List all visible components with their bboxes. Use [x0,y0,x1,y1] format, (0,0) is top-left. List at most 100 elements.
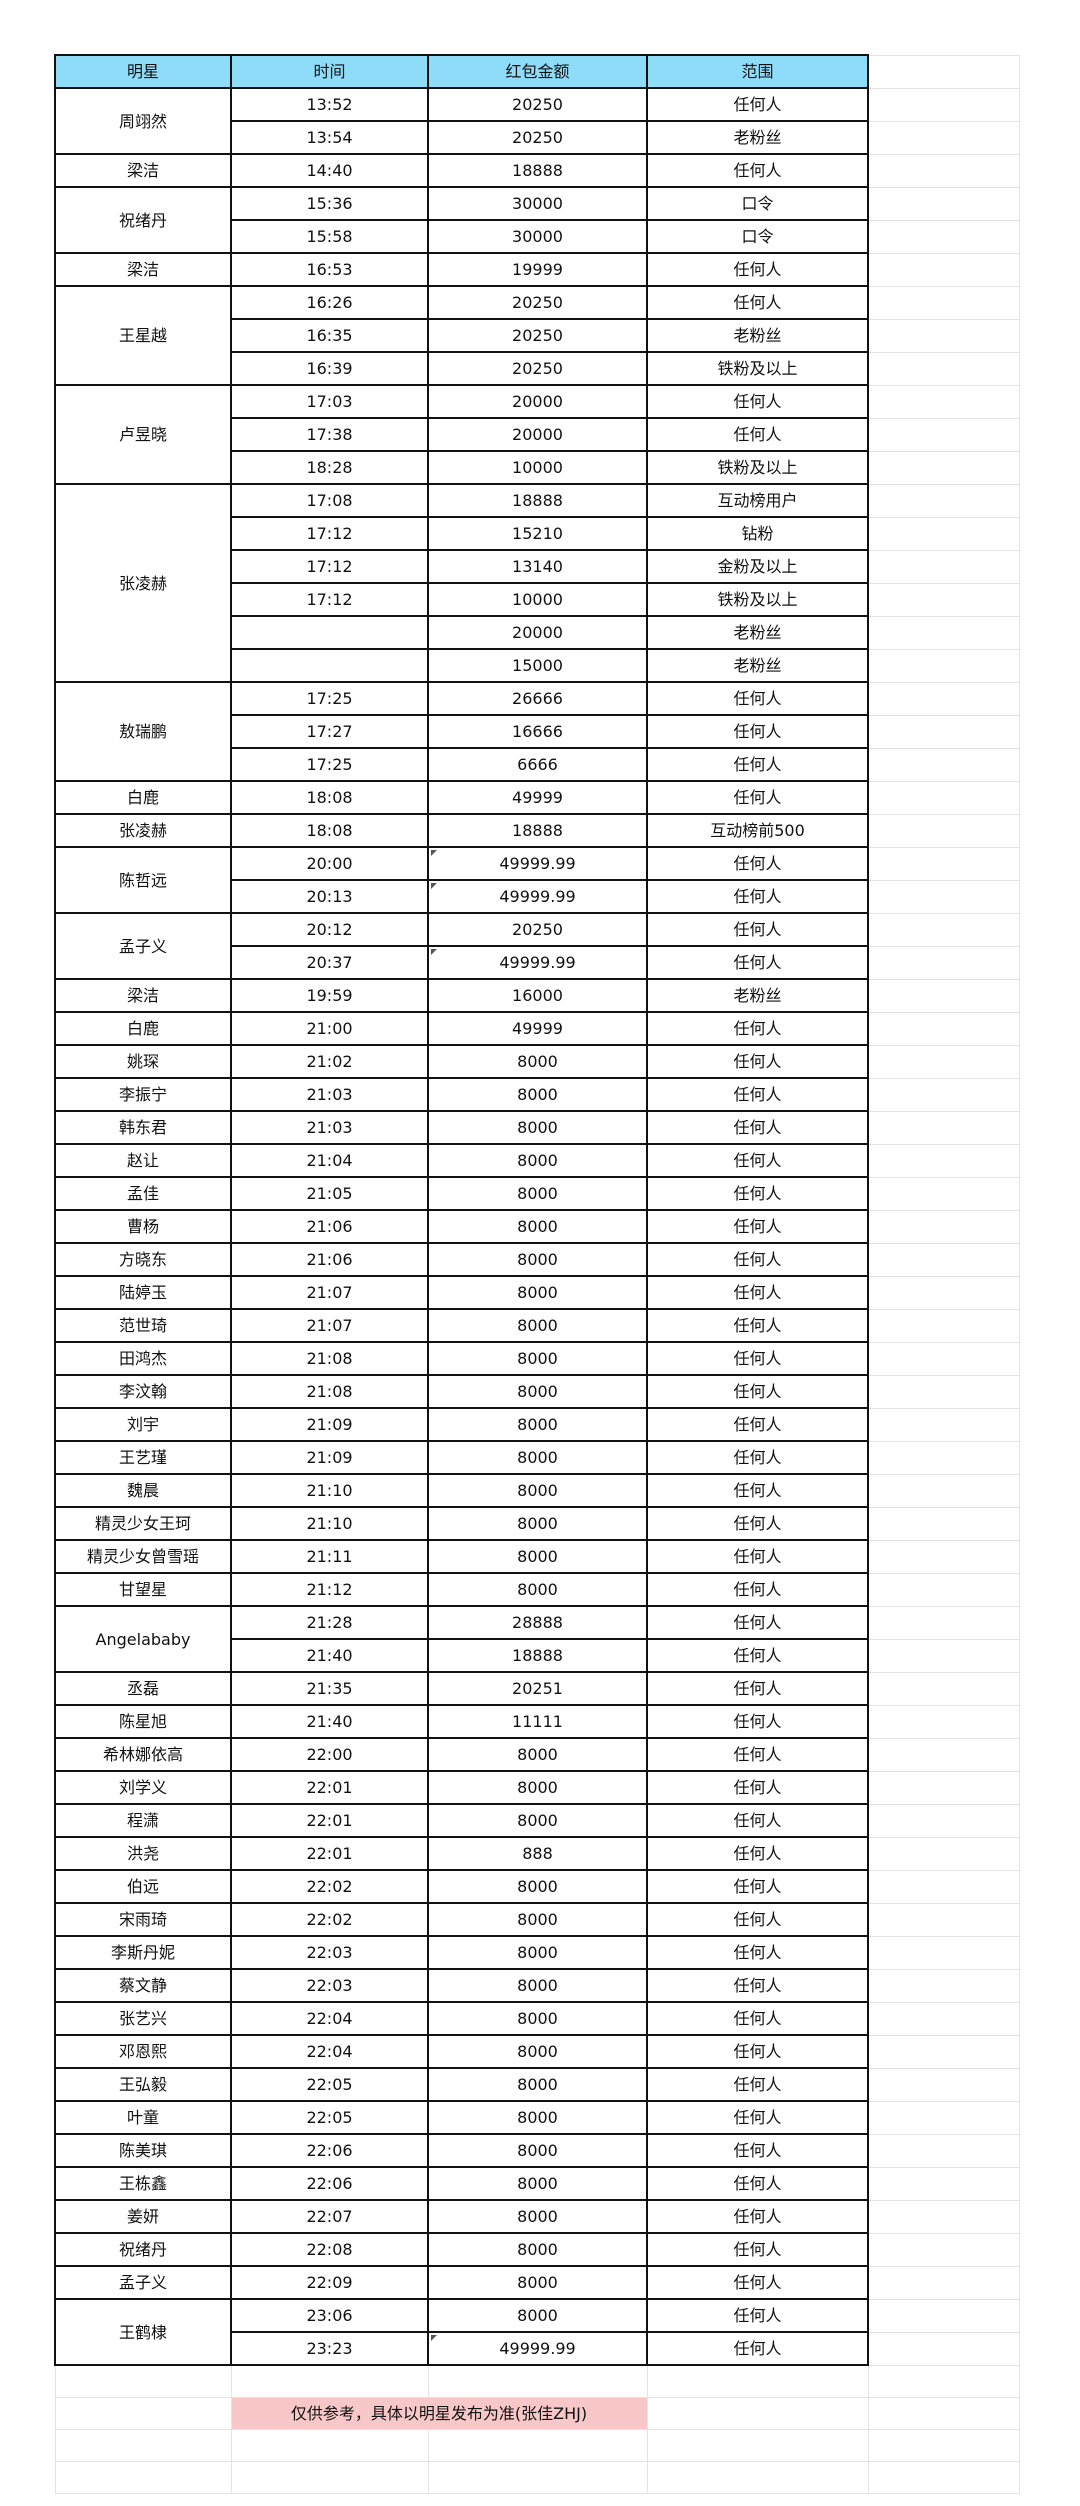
scope-cell[interactable]: 任何人 [646,2001,869,2036]
empty-cell[interactable] [867,219,1020,254]
amount-cell[interactable]: 8000 [427,1869,648,1904]
time-cell[interactable]: 22:03 [230,1935,429,1970]
star-name-cell[interactable]: 王栋鑫 [54,2166,232,2201]
star-name-cell[interactable]: 孟子义 [54,2265,232,2300]
empty-cell[interactable] [867,450,1020,485]
scope-cell[interactable]: 任何人 [646,2298,869,2333]
scope-cell[interactable]: 互动榜用户 [646,483,869,518]
scope-cell[interactable]: 任何人 [646,1407,869,1442]
empty-cell[interactable] [867,582,1020,617]
amount-cell[interactable]: 8000 [427,1506,648,1541]
star-name-cell[interactable]: 周翊然 [54,87,232,155]
empty-cell[interactable] [867,1737,1020,1772]
empty-cell[interactable] [867,879,1020,914]
empty-cell[interactable] [867,1539,1020,1574]
empty-cell[interactable] [867,2298,1020,2333]
empty-cell[interactable] [867,1836,1020,1871]
amount-cell[interactable]: 18888 [427,813,648,848]
time-cell[interactable]: 23:06 [230,2298,429,2333]
time-cell[interactable]: 20:00 [230,846,429,881]
empty-cell[interactable] [867,780,1020,815]
scope-cell[interactable]: 任何人 [646,1671,869,1706]
star-name-cell[interactable]: 陈哲远 [54,846,232,914]
star-name-cell[interactable]: 白鹿 [54,1011,232,1046]
amount-cell[interactable]: 8000 [427,2166,648,2201]
amount-cell[interactable]: 18888 [427,153,648,188]
empty-cell[interactable] [867,1242,1020,1277]
star-name-cell[interactable]: 梁洁 [54,153,232,188]
empty-cell[interactable] [867,714,1020,749]
scope-cell[interactable]: 任何人 [646,2067,869,2102]
time-cell[interactable]: 23:23 [230,2331,429,2366]
star-name-cell[interactable]: 伯远 [54,1869,232,1904]
time-cell[interactable]: 14:40 [230,153,429,188]
time-cell[interactable]: 21:03 [230,1077,429,1112]
star-name-cell[interactable]: 程潇 [54,1803,232,1838]
amount-cell[interactable]: 20250 [427,351,648,386]
star-name-cell[interactable]: 范世琦 [54,1308,232,1343]
star-name-cell[interactable]: 张凌赫 [54,483,232,683]
empty-cell[interactable] [867,153,1020,188]
empty-cell[interactable] [867,2461,1020,2494]
amount-cell[interactable]: 888 [427,1836,648,1871]
amount-cell[interactable]: 8000 [427,2199,648,2234]
scope-cell[interactable]: 任何人 [646,153,869,188]
scope-cell[interactable]: 老粉丝 [646,978,869,1013]
empty-cell[interactable] [867,1440,1020,1475]
star-name-cell[interactable]: 陈美琪 [54,2133,232,2168]
empty-cell[interactable] [867,1374,1020,1409]
time-cell[interactable]: 13:54 [230,120,429,155]
time-cell[interactable]: 22:04 [230,2001,429,2036]
star-name-cell[interactable]: 蔡文静 [54,1968,232,2003]
amount-cell[interactable]: 8000 [427,1242,648,1277]
scope-cell[interactable]: 任何人 [646,1737,869,1772]
amount-cell[interactable]: 8000 [427,2001,648,2036]
time-cell[interactable]: 22:01 [230,1836,429,1871]
time-cell[interactable]: 22:08 [230,2232,429,2267]
amount-cell[interactable]: 26666 [427,681,648,716]
star-name-cell[interactable]: 白鹿 [54,780,232,815]
empty-cell[interactable] [867,1638,1020,1673]
empty-cell[interactable] [867,516,1020,551]
scope-cell[interactable]: 任何人 [646,1506,869,1541]
scope-cell[interactable]: 口令 [646,219,869,254]
time-cell[interactable]: 21:11 [230,1539,429,1574]
time-cell[interactable]: 21:07 [230,1275,429,1310]
scope-cell[interactable]: 任何人 [646,1869,869,1904]
time-cell[interactable]: 17:12 [230,582,429,617]
scope-cell[interactable]: 任何人 [646,1836,869,1871]
star-name-cell[interactable]: 敖瑞鹏 [54,681,232,782]
scope-cell[interactable]: 任何人 [646,1275,869,1310]
empty-cell[interactable] [867,1275,1020,1310]
empty-cell[interactable] [867,1176,1020,1211]
amount-cell[interactable]: 8000 [427,2067,648,2102]
time-cell[interactable]: 20:13 [230,879,429,914]
amount-cell[interactable]: 20000 [427,417,648,452]
star-name-cell[interactable]: 梁洁 [54,252,232,287]
star-name-cell[interactable]: 精灵少女曾雪瑶 [54,1539,232,1574]
time-cell[interactable]: 18:28 [230,450,429,485]
scope-cell[interactable]: 钻粉 [646,516,869,551]
star-name-cell[interactable]: 陈星旭 [54,1704,232,1739]
time-cell[interactable]: 21:06 [230,1209,429,1244]
empty-cell[interactable] [646,2397,869,2430]
star-name-cell[interactable]: 王艺瑾 [54,1440,232,1475]
amount-cell[interactable]: 20250 [427,912,648,947]
empty-cell[interactable] [867,87,1020,122]
empty-cell[interactable] [867,252,1020,287]
star-name-cell[interactable]: 姜妍 [54,2199,232,2234]
empty-cell[interactable] [867,912,1020,947]
amount-cell[interactable]: 8000 [427,1374,648,1409]
time-cell[interactable]: 21:00 [230,1011,429,1046]
star-name-cell[interactable]: 希林娜依高 [54,1737,232,1772]
amount-cell[interactable]: 8000 [427,2298,648,2333]
amount-cell[interactable]: 28888 [427,1605,648,1640]
time-cell[interactable]: 22:05 [230,2100,429,2135]
empty-cell[interactable] [867,1308,1020,1343]
amount-cell[interactable]: 8000 [427,1968,648,2003]
empty-cell[interactable] [867,54,1020,89]
empty-cell[interactable] [867,2199,1020,2234]
amount-cell[interactable]: 8000 [427,1473,648,1508]
scope-cell[interactable]: 任何人 [646,1341,869,1376]
amount-cell[interactable]: 8000 [427,1275,648,1310]
